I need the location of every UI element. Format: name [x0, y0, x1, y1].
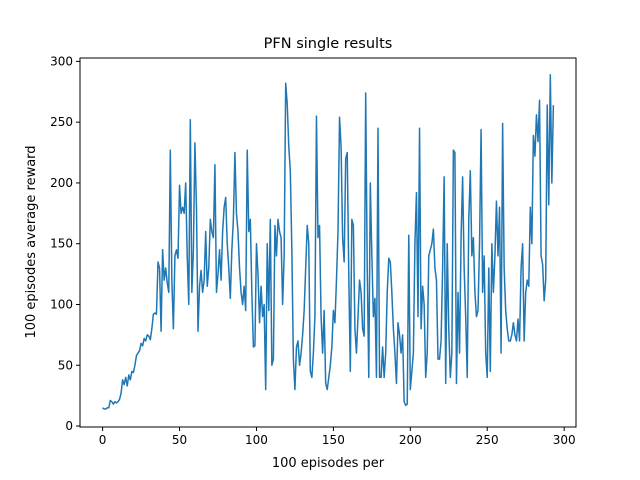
axes-frame: [79, 57, 577, 428]
x-tick-label: 200: [399, 433, 422, 447]
chart-title: PFN single results: [264, 36, 393, 52]
x-tick-label: 50: [172, 433, 187, 447]
plot-area: [102, 74, 555, 410]
y-tick-label: 300: [50, 54, 73, 68]
y-tick-label: 0: [65, 419, 73, 433]
x-tick-label: 100: [245, 433, 268, 447]
y-axis-label: 100 episodes average reward: [24, 145, 39, 338]
x-tick-label: 300: [553, 433, 576, 447]
y-tick-label: 200: [50, 176, 73, 190]
y-tick-label: 100: [50, 297, 73, 311]
line-series: [102, 74, 555, 410]
x-axis-label: 100 episodes per: [272, 456, 385, 471]
x-tick-label: 0: [99, 433, 107, 447]
x-tick-label: 150: [322, 433, 345, 447]
x-tick-label: 250: [476, 433, 499, 447]
y-tick-label: 150: [50, 237, 73, 251]
y-tick-label: 250: [50, 115, 73, 129]
y-tick-label: 50: [58, 358, 73, 372]
